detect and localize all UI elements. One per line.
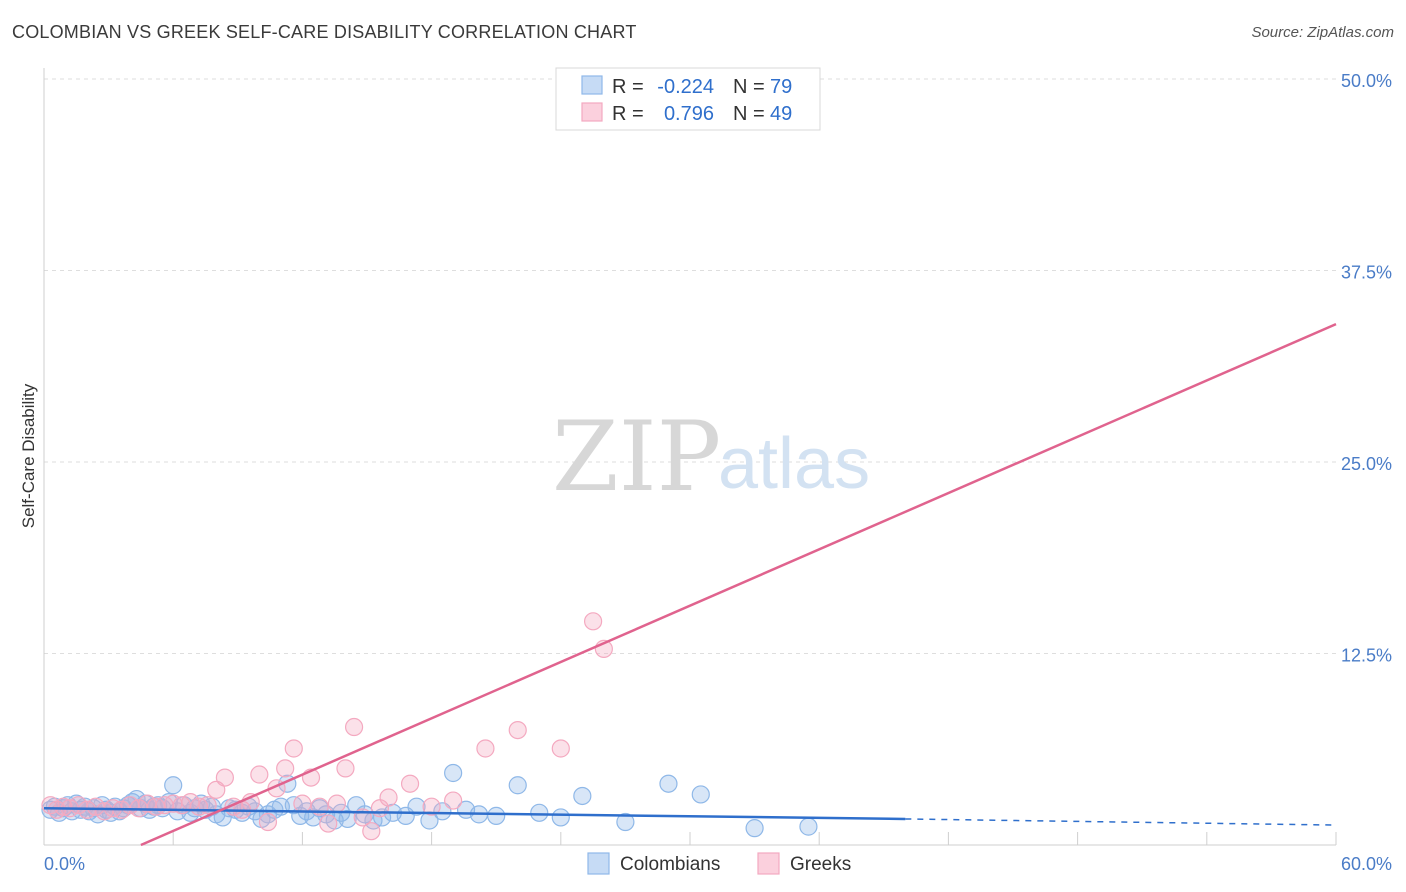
greeks-point — [379, 788, 398, 807]
stats-n-value-colombians: 79 — [770, 76, 792, 98]
greeks-point — [319, 814, 338, 833]
y-tick-label: 50.0% — [1341, 71, 1392, 91]
colombians-point — [407, 797, 426, 816]
colombians-point — [433, 802, 452, 821]
colombians-point — [164, 776, 183, 795]
greeks-point — [362, 822, 381, 841]
x-tick-label-min: 0.0% — [44, 854, 85, 874]
greeks-point — [344, 717, 364, 737]
greeks-point — [444, 791, 463, 810]
watermark-atlas: atlas — [718, 424, 870, 504]
colombians-point — [616, 812, 635, 832]
colombians-point — [799, 817, 818, 836]
greeks-point — [400, 774, 420, 793]
colombians-point — [551, 808, 570, 827]
greeks-point — [336, 759, 355, 778]
stats-n-label-colombians: N = — [733, 76, 765, 98]
colombians-point — [487, 806, 506, 825]
greeks-point — [583, 612, 603, 631]
colombians-point — [338, 809, 357, 829]
greeks-point — [508, 720, 527, 740]
legend-swatch-greeks — [757, 852, 780, 875]
greeks-point — [327, 794, 346, 813]
stats-legend: R = -0.224 N = 79 R = 0.796 N = 49 — [555, 67, 821, 131]
y-axis-label: Self-Care Disability — [19, 383, 38, 528]
x-tick-marks — [43, 832, 1337, 845]
greeks-point — [551, 739, 570, 758]
legend-label-colombians: Colombians — [620, 854, 720, 875]
stats-n-value-greeks: 49 — [770, 103, 792, 125]
watermark-zip: ZIP — [552, 401, 721, 513]
colombians-point — [659, 774, 678, 793]
stats-n-label-greeks: N = — [733, 103, 765, 125]
greeks-point — [422, 797, 441, 816]
colombians-point — [530, 803, 549, 822]
stats-r-label-greeks: R = — [612, 103, 644, 125]
greeks-point — [284, 739, 303, 758]
greeks-point — [276, 759, 295, 778]
bottom-legend: Colombians Greeks — [587, 852, 851, 875]
greeks-point — [207, 780, 226, 799]
stats-swatch-colombians — [581, 75, 603, 95]
y-tick-labels: 12.5% 25.0% 37.5% 50.0% — [1341, 71, 1392, 666]
trend-line-greeks — [140, 322, 1337, 847]
stats-swatch-greeks — [581, 102, 603, 122]
greeks-point — [250, 765, 269, 784]
x-tick-label-max: 60.0% — [1341, 854, 1392, 874]
colombians-point — [508, 776, 527, 795]
legend-label-greeks: Greeks — [790, 854, 851, 875]
stats-r-value-colombians: -0.224 — [657, 76, 714, 98]
greeks-point — [258, 812, 278, 832]
colombians-point — [444, 763, 463, 783]
y-tick-label: 12.5% — [1341, 646, 1392, 666]
legend-swatch-colombians — [587, 852, 610, 875]
series-greeks — [41, 612, 613, 841]
greeks-point — [215, 768, 234, 787]
greeks-point — [293, 794, 312, 813]
grid-lines — [44, 78, 1336, 654]
stats-r-value-greeks: 0.796 — [664, 103, 714, 125]
colombians-point — [745, 819, 764, 838]
colombians-point — [691, 785, 710, 804]
y-tick-label: 25.0% — [1341, 454, 1392, 474]
trend-line-colombians — [43, 806, 906, 821]
source-label: Source: ZipAtlas.com — [1251, 24, 1394, 41]
chart-title: COLOMBIAN VS GREEK SELF-CARE DISABILITY … — [12, 22, 637, 42]
greeks-point — [476, 739, 495, 758]
colombians-point — [573, 786, 592, 806]
trend-line-colombians-extrapolated — [905, 818, 1337, 826]
greeks-point — [54, 797, 73, 816]
y-tick-label: 37.5% — [1341, 263, 1392, 283]
stats-r-label-colombians: R = — [612, 76, 644, 98]
